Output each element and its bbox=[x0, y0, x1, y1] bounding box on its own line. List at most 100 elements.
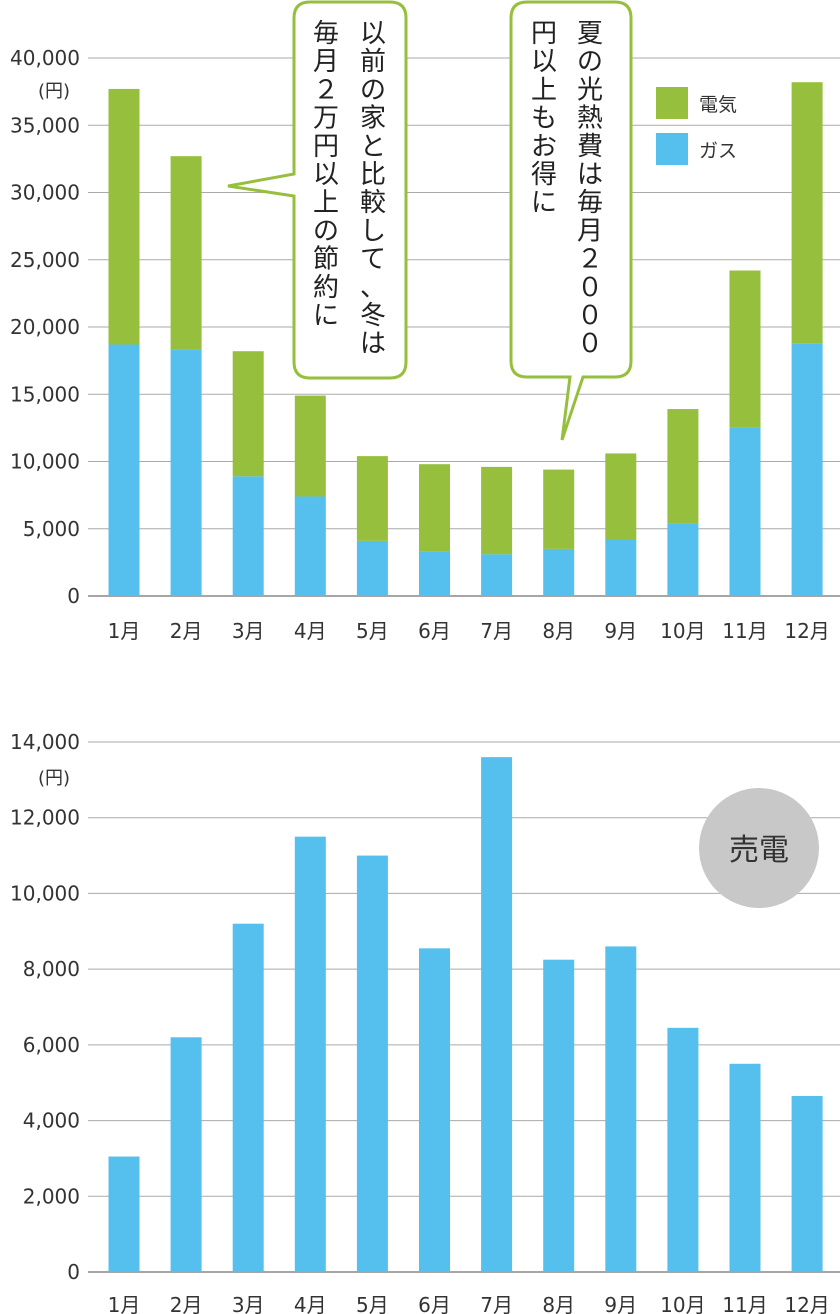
legend-swatch-electricity bbox=[656, 87, 688, 119]
chart1-y-tick-label: 40,000 bbox=[10, 46, 80, 70]
chart2-bar-sale bbox=[356, 855, 388, 1272]
chart2-x-tick-label: 8月 bbox=[542, 1293, 575, 1314]
chart2-x-tick-label: 2月 bbox=[170, 1293, 203, 1314]
chart2-x-tick-label: 12月 bbox=[784, 1293, 829, 1314]
chart1-bar-electricity bbox=[419, 464, 450, 552]
chart1-y-tick-label: 30,000 bbox=[10, 181, 80, 205]
chart2-bar-sale bbox=[667, 1027, 699, 1272]
chart2-bar-sale bbox=[170, 1037, 202, 1272]
chart2-y-tick-label: 6,000 bbox=[23, 1033, 80, 1057]
chart1-y-tick-label: 15,000 bbox=[10, 382, 80, 406]
chart1-bar-gas bbox=[481, 554, 513, 596]
chart1-y-tick-label: 5,000 bbox=[23, 517, 80, 541]
sale-badge: 売電 bbox=[699, 788, 819, 908]
sale-badge-circle bbox=[699, 788, 819, 908]
chart1-x-tick-label: 2月 bbox=[170, 619, 203, 643]
chart1-legend: 電気 ガス bbox=[656, 87, 737, 165]
chart2-y-tick-label: 8,000 bbox=[23, 957, 80, 981]
callout-summer-bubble bbox=[509, 0, 633, 441]
chart1-bar-gas bbox=[232, 476, 264, 596]
callout-line: 毎月２万円以上の節約に bbox=[313, 19, 339, 331]
chart1-x-tick-label: 1月 bbox=[108, 619, 141, 643]
chart2-bar-sale bbox=[543, 959, 575, 1272]
chart1-bar-gas bbox=[108, 344, 140, 596]
chart2-gridlines bbox=[88, 741, 840, 1273]
chart1-bar-gas bbox=[419, 551, 450, 596]
chart1-y-tick-label: 10,000 bbox=[10, 450, 80, 474]
chart1-bar-electricity bbox=[791, 82, 823, 344]
chart2-x-tick-label: 5月 bbox=[356, 1293, 389, 1314]
chart1-bar-electricity bbox=[543, 469, 575, 549]
callout-line: 以前の家と比較して、冬は bbox=[360, 19, 386, 359]
legend-swatch-gas bbox=[656, 133, 688, 165]
chart1-y-tick-label: 20,000 bbox=[10, 315, 80, 339]
chart1-y-unit: (円) bbox=[38, 81, 70, 102]
chart1-x-tick-label: 12月 bbox=[784, 619, 829, 643]
chart2-x-tick-label: 7月 bbox=[480, 1293, 513, 1314]
chart2-x-tick-label: 1月 bbox=[108, 1293, 141, 1314]
chart1-bar-gas bbox=[356, 540, 388, 596]
chart2-bar-sale bbox=[232, 923, 264, 1272]
chart2-y-tick-label: 0 bbox=[67, 1260, 80, 1284]
chart2-y-unit: (円) bbox=[38, 768, 70, 789]
chart1-bar-electricity bbox=[667, 409, 699, 524]
chart1-y-tick-label: 0 bbox=[67, 584, 80, 608]
callout-winter-bubble bbox=[227, 0, 408, 380]
chart2-x-tick-label: 4月 bbox=[294, 1293, 327, 1314]
chart2-bar-sale bbox=[729, 1063, 761, 1272]
chart2-bar-sale bbox=[419, 948, 450, 1272]
chart1-x-tick-label: 4月 bbox=[294, 619, 327, 643]
chart1-x-tick-label: 6月 bbox=[418, 619, 451, 643]
utility-cost-stacked-bar-chart: 0 5,000 10,000 15,000 20,000 25,000 30,000 35,0… bbox=[10, 0, 840, 643]
chart1-x-tick-labels: 1月 2月 3月 4月 5月 6月 7月 8月 9月 10月 11月 12月 bbox=[108, 619, 830, 643]
chart2-y-tick-label: 2,000 bbox=[23, 1184, 80, 1208]
chart1-y-tick-labels: 0 5,000 10,000 15,000 20,000 25,000 30,000 35,0… bbox=[10, 46, 80, 608]
chart2-y-tick-label: 10,000 bbox=[10, 881, 80, 905]
chart2-x-tick-labels: 1月 2月 3月 4月 5月 6月 7月 8月 9月 10月 11月 12月 bbox=[108, 1293, 830, 1314]
chart2-y-tick-labels: 0 2,000 4,000 6,000 8,000 10,000 12,000 14,000 bbox=[10, 730, 80, 1284]
chart1-bar-electricity bbox=[605, 453, 637, 540]
sale-badge-label: 売電 bbox=[729, 833, 789, 868]
chart1-bar-electricity bbox=[356, 456, 388, 541]
chart1-gridlines bbox=[88, 57, 840, 597]
chart1-x-tick-label: 9月 bbox=[604, 619, 637, 643]
chart1-y-tick-label: 35,000 bbox=[10, 113, 80, 137]
chart2-bar-sale bbox=[481, 757, 513, 1272]
chart1-bars bbox=[108, 82, 823, 596]
chart2-bar-sale bbox=[791, 1095, 823, 1272]
chart1-bar-electricity bbox=[108, 88, 140, 345]
chart1-bar-electricity bbox=[481, 466, 513, 555]
chart2-x-tick-label: 3月 bbox=[232, 1293, 265, 1314]
callout-line: 円以上もお得に bbox=[531, 19, 557, 218]
electricity-sale-bar-chart: 02,0004,0006,0008,00010,00012,00014,000 … bbox=[10, 730, 840, 1314]
callout-summer-savings: 夏の光熱費は毎月２０００ 円以上もお得に bbox=[509, 0, 633, 441]
chart1-bar-electricity bbox=[232, 351, 264, 477]
chart1-bar-gas bbox=[791, 343, 823, 596]
chart2-bar-sale bbox=[294, 836, 326, 1272]
chart1-bar-electricity bbox=[729, 270, 761, 428]
chart2-y-tick-label: 14,000 bbox=[10, 730, 80, 754]
chart2-x-tick-label: 11月 bbox=[722, 1293, 767, 1314]
callout-line: 夏の光熱費は毎月２０００ bbox=[577, 19, 603, 359]
chart1-bar-electricity bbox=[170, 156, 202, 350]
chart1-y-tick-label: 25,000 bbox=[10, 248, 80, 272]
chart2-y-tick-label: 12,000 bbox=[10, 806, 80, 830]
chart1-bar-electricity bbox=[294, 395, 326, 497]
chart1-x-tick-label: 10月 bbox=[660, 619, 705, 643]
legend-label-electricity: 電気 bbox=[699, 94, 737, 116]
chart2-bar-sale bbox=[605, 946, 637, 1272]
chart1-x-tick-label: 7月 bbox=[480, 619, 513, 643]
chart2-y-tick-label: 4,000 bbox=[23, 1109, 80, 1133]
chart2-x-tick-label: 10月 bbox=[660, 1293, 705, 1314]
chart1-bar-gas bbox=[543, 548, 575, 596]
chart1-x-tick-label: 8月 bbox=[542, 619, 575, 643]
chart1-x-tick-label: 11月 bbox=[722, 619, 767, 643]
chart1-bar-gas bbox=[605, 539, 637, 596]
chart1-x-tick-label: 3月 bbox=[232, 619, 265, 643]
chart2-x-tick-label: 9月 bbox=[604, 1293, 637, 1314]
chart1-bar-gas bbox=[294, 496, 326, 596]
chart1-bar-gas bbox=[170, 349, 202, 596]
chart1-bar-gas bbox=[667, 523, 699, 596]
